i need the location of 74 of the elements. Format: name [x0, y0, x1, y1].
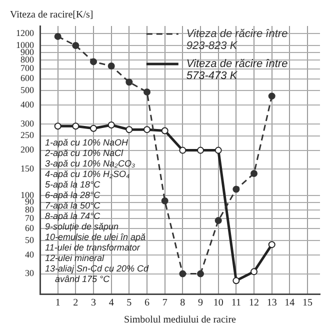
- y-tick-label: 800: [20, 54, 34, 64]
- annotation: 13-aliaj Sn-Cd cu 20% Cd având 175 °C: [45, 264, 150, 284]
- annotation: 6-apă la 28°C: [45, 190, 101, 200]
- point: [214, 146, 222, 154]
- point: [126, 126, 133, 134]
- point: [250, 170, 258, 178]
- point: [54, 32, 62, 40]
- y-tick-label: 40: [25, 249, 34, 260]
- point: [214, 217, 222, 224]
- x-tick-label: 2: [73, 298, 78, 309]
- point: [126, 78, 133, 86]
- point: [72, 122, 80, 130]
- point: [197, 270, 204, 278]
- x-tick-label: 9: [198, 298, 204, 309]
- point: [161, 197, 168, 204]
- annotation: 4-apă cu 10% H₂SO₄: [45, 169, 130, 179]
- annotation: 3-apă cu 10% Na₂CO₃: [45, 158, 136, 168]
- y-tick-label: 250: [20, 130, 34, 140]
- y-tick-label: 300: [20, 118, 34, 128]
- y-tick-label: 30: [25, 268, 34, 278]
- point: [108, 122, 115, 129]
- y-tick-label: 700: [20, 63, 34, 74]
- annotation: 12-ulei mineral: [45, 253, 106, 263]
- x-axis-title: Simbolul mediului de racire: [124, 314, 237, 326]
- x-tick-label: 13: [266, 298, 277, 309]
- x-tick-label: 5: [126, 298, 132, 309]
- legend-label: Viteza de răcire între 923-823 K: [186, 28, 288, 52]
- point: [161, 127, 168, 134]
- annotation: 8-apă la 74°C: [45, 211, 101, 221]
- y-tick-label: 500: [20, 85, 34, 96]
- y-tick-label: 150: [20, 163, 34, 174]
- x-tick-label: 3: [91, 298, 96, 309]
- point: [72, 42, 80, 50]
- annotation: 9-soluție de săpun: [45, 222, 119, 232]
- point: [144, 126, 151, 134]
- point: [54, 122, 62, 130]
- legend-label: Viteza de răcire între 573-473 K: [186, 58, 288, 82]
- x-tick-label: 4: [108, 298, 114, 309]
- y-tick-label: 600: [20, 73, 34, 84]
- point: [108, 62, 115, 70]
- x-tick-label: 8: [180, 298, 186, 309]
- point: [197, 146, 204, 154]
- x-tick-label: 12: [249, 298, 260, 309]
- annotation: 10-emulsie de ulei în apă: [45, 232, 146, 242]
- y-tick-label: 80: [25, 204, 34, 214]
- x-tick-label: 1: [55, 298, 60, 309]
- annotation: 11-ulei de transformator: [45, 242, 141, 252]
- point: [179, 270, 186, 278]
- annotation: 1-apă cu 10% NaOH: [45, 138, 129, 148]
- point: [232, 186, 240, 193]
- y-tick-label: 50: [25, 234, 34, 245]
- annotation: 5-apă la 18°C: [45, 180, 101, 190]
- x-tick-label: 14: [284, 298, 295, 309]
- x-tick-label: 15: [302, 298, 313, 309]
- x-tick-label: 11: [231, 298, 241, 309]
- y-tick-label: 70: [25, 213, 34, 224]
- point: [90, 58, 98, 66]
- point: [268, 92, 276, 100]
- point: [90, 124, 98, 132]
- y-tick-label: 60: [25, 223, 34, 234]
- x-tick-label: 7: [162, 298, 168, 309]
- point: [268, 241, 276, 248]
- x-tick-label: 10: [213, 298, 224, 309]
- annotation: 7-apă la 50°C: [45, 200, 101, 210]
- x-tick-label: 6: [144, 298, 150, 309]
- point: [144, 88, 151, 96]
- y-tick-label: 200: [20, 144, 34, 155]
- y-tick-label: 1200: [16, 28, 34, 38]
- point: [232, 277, 240, 284]
- point: [179, 146, 186, 154]
- annotation: 2-apă cu 10% NaCl: [44, 148, 124, 158]
- y-axis-title: Viteza de racire[K/s]: [10, 10, 94, 21]
- point: [250, 268, 258, 276]
- y-tick-label: 400: [20, 100, 34, 110]
